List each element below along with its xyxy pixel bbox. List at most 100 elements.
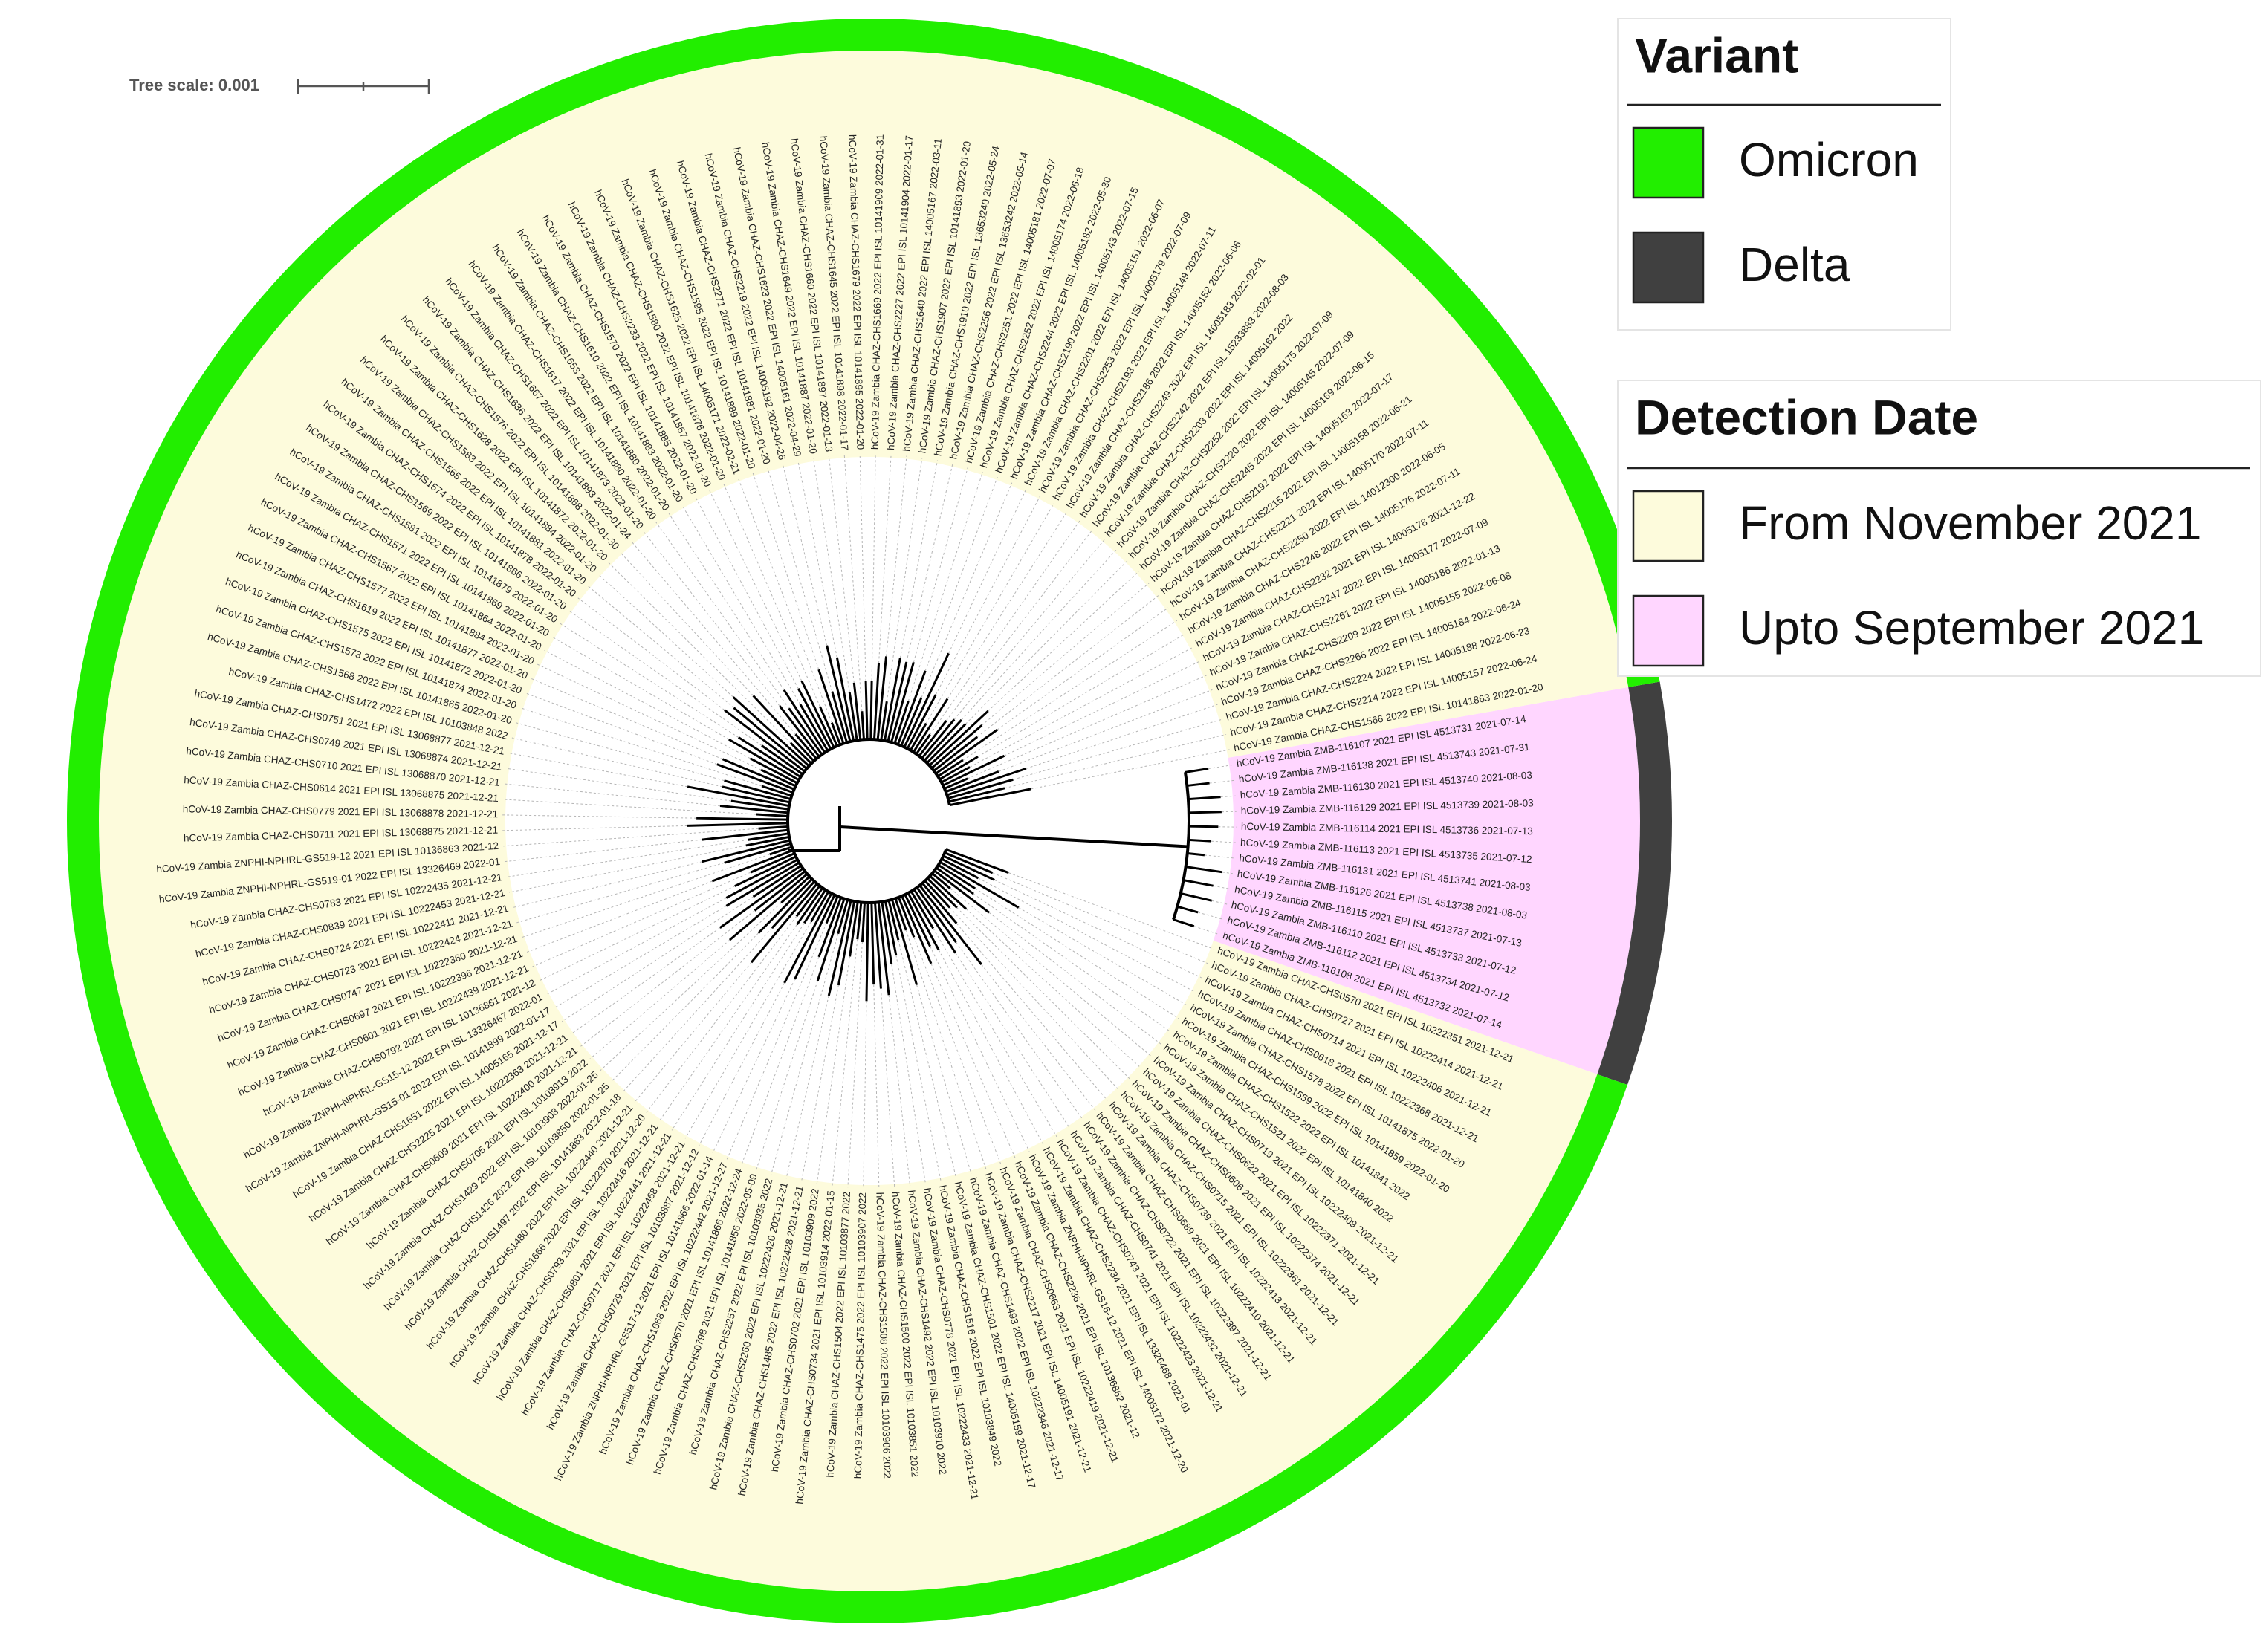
leaf-connector bbox=[977, 595, 1159, 737]
leaf-connector bbox=[913, 467, 968, 662]
branch bbox=[1184, 880, 1214, 886]
leaf-connector bbox=[685, 921, 811, 1138]
branch bbox=[796, 734, 817, 759]
leaf-connector bbox=[516, 723, 724, 781]
leaf-connector bbox=[926, 504, 1054, 724]
branch bbox=[871, 681, 872, 739]
branch bbox=[1189, 826, 1218, 827]
leaf-connector bbox=[509, 846, 745, 892]
branch bbox=[725, 710, 805, 771]
legend-swatch bbox=[1633, 128, 1703, 198]
leaf-connector bbox=[962, 550, 1117, 720]
leaf-connector bbox=[545, 650, 751, 758]
leaf-connector bbox=[696, 498, 798, 689]
leaf-connector bbox=[801, 985, 838, 1181]
leaf-connector bbox=[513, 862, 702, 908]
leaf-connector bbox=[546, 898, 727, 994]
branch bbox=[1173, 920, 1194, 927]
tree-scale-label: Tree scale: 0.001 bbox=[129, 76, 259, 94]
leaf-connector bbox=[908, 472, 982, 701]
leaf-connector bbox=[954, 539, 1104, 719]
leaf-connector bbox=[798, 461, 837, 657]
branch bbox=[759, 827, 788, 829]
leaf-connector bbox=[931, 964, 1015, 1158]
leaf-connector bbox=[611, 933, 758, 1082]
leaf-connector bbox=[539, 886, 735, 981]
leaf-connector bbox=[975, 889, 1179, 1019]
leaf-connector bbox=[887, 456, 907, 657]
branch bbox=[1186, 867, 1222, 872]
leaf-connector bbox=[968, 675, 1206, 779]
leaf-connector bbox=[727, 924, 826, 1160]
leaf-connector bbox=[580, 911, 755, 1047]
leaf-connector bbox=[600, 903, 782, 1071]
legend-label: Upto September 2021 bbox=[1739, 601, 2204, 655]
leaf-connector bbox=[965, 560, 1127, 724]
branch-arc bbox=[788, 739, 950, 903]
leaf-connector bbox=[872, 454, 875, 681]
leaf-connector bbox=[956, 942, 1083, 1120]
leaf-connector bbox=[921, 483, 1012, 698]
leaf-connector bbox=[682, 505, 800, 704]
leaf-connector bbox=[889, 995, 910, 1186]
leaf-connector bbox=[950, 889, 1151, 1057]
branch bbox=[866, 681, 867, 739]
leaf-connector bbox=[644, 532, 780, 707]
leaf-connector bbox=[578, 598, 725, 710]
leaf-connector bbox=[956, 953, 1070, 1129]
leaf-connector bbox=[864, 1001, 866, 1188]
leaf-connector bbox=[742, 957, 819, 1165]
leaf-connector bbox=[756, 981, 818, 1170]
leaf-connector bbox=[672, 923, 804, 1130]
leaf-connector bbox=[554, 906, 726, 1008]
leaf-connector bbox=[502, 825, 687, 830]
leaf-connector bbox=[914, 937, 1001, 1164]
leaf-connector bbox=[874, 984, 879, 1188]
leaf-connector bbox=[669, 513, 784, 689]
leaf-connector bbox=[917, 985, 971, 1174]
phylogenetic-tree bbox=[502, 454, 1237, 1188]
leaf-connector bbox=[860, 454, 866, 681]
branch bbox=[720, 869, 803, 928]
leaf-connector bbox=[892, 964, 926, 1184]
leaf-connector bbox=[609, 562, 791, 743]
leaf-connector bbox=[724, 484, 820, 707]
leaf-connector bbox=[502, 815, 696, 818]
legend-label: From November 2021 bbox=[1739, 496, 2201, 550]
leaf-connector bbox=[771, 934, 838, 1175]
legend-label: Delta bbox=[1739, 238, 1850, 291]
leaf-connector bbox=[786, 996, 829, 1178]
leaf-connector bbox=[887, 458, 922, 701]
branch bbox=[1177, 906, 1198, 912]
leaf-connector bbox=[988, 571, 1139, 711]
leaf-connector bbox=[982, 583, 1149, 725]
leaf-connector bbox=[997, 608, 1168, 730]
leaf-connector bbox=[713, 979, 794, 1153]
leaf-connector bbox=[947, 512, 1067, 699]
annotation-rings bbox=[67, 19, 1672, 1623]
legend-swatch bbox=[1633, 491, 1703, 561]
leaf-connector bbox=[520, 708, 762, 786]
leaf-connector bbox=[925, 477, 997, 671]
leaf-connector bbox=[907, 464, 953, 662]
leaf-connector bbox=[710, 490, 802, 681]
branch bbox=[1185, 769, 1208, 773]
leaf-connector bbox=[568, 611, 762, 746]
tree-scale-bar bbox=[298, 79, 429, 94]
leaf-connector bbox=[783, 464, 826, 646]
branch bbox=[920, 886, 982, 964]
legend-title: Detection Date bbox=[1635, 389, 1978, 444]
leaf-connector bbox=[512, 738, 722, 787]
leaf-connector bbox=[505, 840, 702, 862]
leaf-connector bbox=[978, 878, 1194, 992]
leaf-connector bbox=[656, 522, 789, 708]
leaf-connector bbox=[881, 989, 894, 1187]
leaf-connector bbox=[647, 916, 797, 1112]
leaf-connector bbox=[503, 799, 756, 814]
leaf-connector bbox=[978, 634, 1185, 756]
leaf-connector bbox=[814, 458, 850, 692]
leaf-connector bbox=[817, 956, 849, 1184]
leaf-connector bbox=[1211, 841, 1236, 843]
